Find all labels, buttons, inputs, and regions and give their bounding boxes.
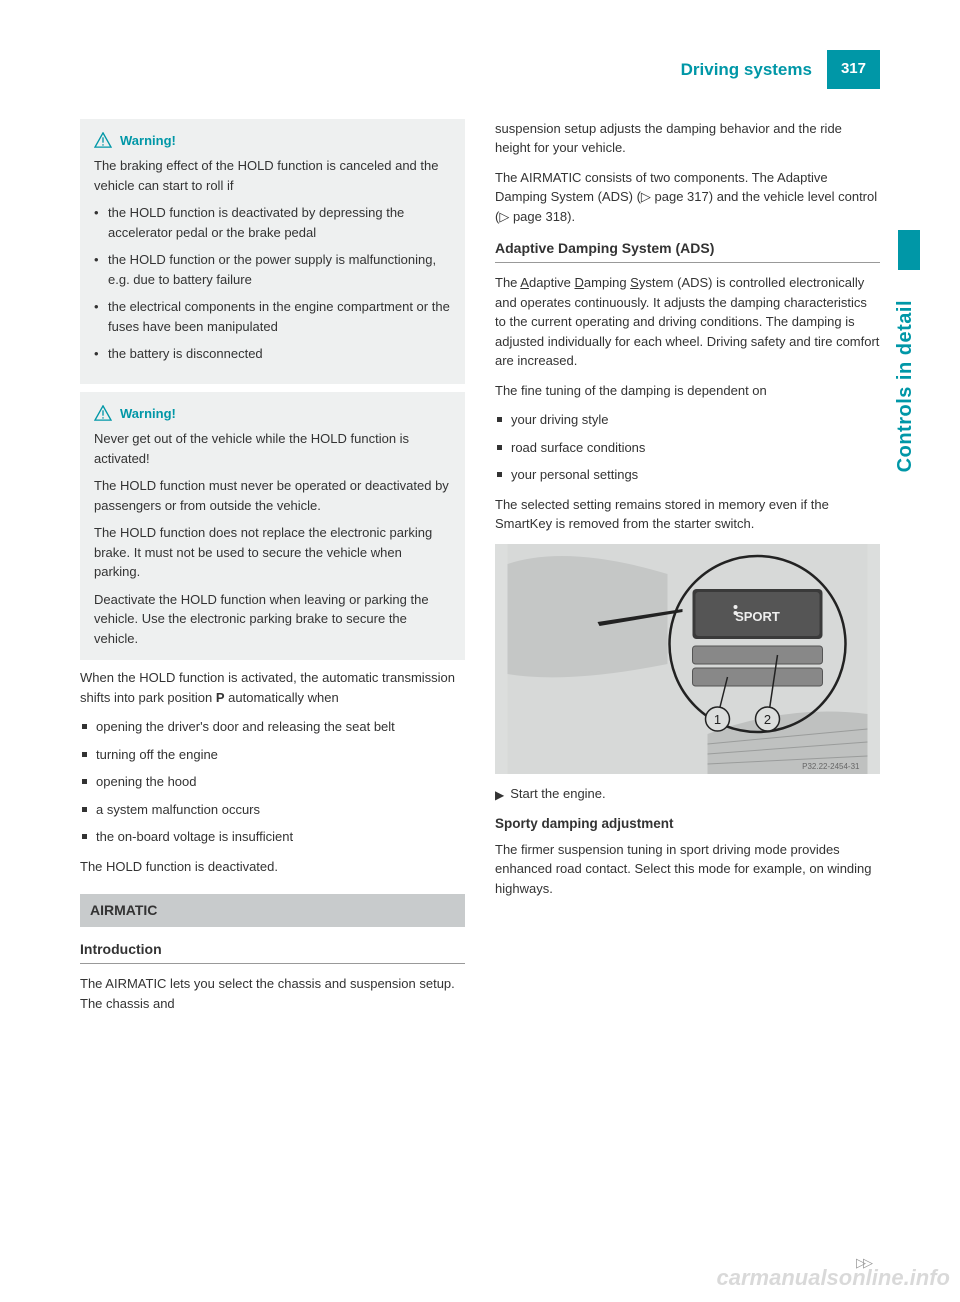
sporty-text: The firmer suspension tuning in sport dr… — [495, 840, 880, 899]
components-para: The AIRMATIC consists of two components.… — [495, 168, 880, 227]
step-start-engine: ▶ Start the engine. — [495, 784, 880, 804]
subheading-introduction: Introduction — [80, 939, 465, 964]
gear-p-bold: P — [216, 690, 225, 705]
list-item: a system malfunction occurs — [80, 800, 465, 820]
ads-list: your driving style road surface conditio… — [495, 410, 880, 485]
warning2-p3: The HOLD function does not replace the e… — [94, 523, 451, 582]
ads-para1: The Adaptive Damping System (ADS) is con… — [495, 273, 880, 371]
list-item: opening the driver's door and releasing … — [80, 717, 465, 737]
underline-d: D — [575, 275, 584, 290]
warning2-p2: The HOLD function must never be operated… — [94, 476, 451, 515]
right-column: suspension setup adjusts the damping beh… — [495, 119, 880, 1024]
hold-para: When the HOLD function is activated, the… — [80, 668, 465, 707]
warning-triangle-icon — [94, 132, 112, 148]
list-item: the HOLD function is deactivated by depr… — [94, 203, 451, 242]
warning-box-1: Warning! The braking effect of the HOLD … — [80, 119, 465, 384]
list-item: the electrical components in the engine … — [94, 297, 451, 336]
section-heading-airmatic: AIRMATIC — [80, 894, 465, 927]
warning-title: Warning! — [120, 131, 176, 151]
underline-a: A — [520, 275, 529, 290]
step-arrow-icon: ▶ — [495, 784, 504, 804]
figure-callout-1: 1 — [714, 712, 721, 727]
warning-intro: The braking effect of the HOLD function … — [94, 156, 451, 195]
warning1-list: the HOLD function is deactivated by depr… — [94, 203, 451, 364]
text: automatically when — [225, 690, 339, 705]
figure-code: P32.22-2454-31 — [802, 762, 860, 771]
figure-display-label: SPORT — [735, 609, 780, 624]
list-item: road surface conditions — [495, 438, 880, 458]
subheading-sporty: Sporty damping adjustment — [495, 814, 880, 834]
side-tab-label: Controls in detail — [890, 300, 920, 472]
intro-continued: suspension setup adjusts the damping beh… — [495, 119, 880, 158]
underline-s: S — [630, 275, 639, 290]
page-header: Driving systems 317 — [80, 50, 880, 89]
hold-deactivated: The HOLD function is deactivated. — [80, 857, 465, 877]
header-section-title: Driving systems — [681, 57, 812, 83]
text: The — [495, 275, 520, 290]
warning-title: Warning! — [120, 404, 176, 424]
list-item: your driving style — [495, 410, 880, 430]
ads-control-figure: SPORT 1 2 P32.22-2454-31 — [495, 544, 880, 774]
step-text: Start the engine. — [510, 784, 605, 804]
list-item: opening the hood — [80, 772, 465, 792]
subheading-ads: Adaptive Damping System (ADS) — [495, 238, 880, 263]
list-item: the battery is disconnected — [94, 344, 451, 364]
warning-box-2: Warning! Never get out of the vehicle wh… — [80, 392, 465, 661]
side-tab-indicator — [898, 230, 920, 270]
ads-para3: The selected setting remains stored in m… — [495, 495, 880, 534]
text: amping — [584, 275, 630, 290]
list-item: turning off the engine — [80, 745, 465, 765]
ads-para2: The fine tuning of the damping is depend… — [495, 381, 880, 401]
left-column: Warning! The braking effect of the HOLD … — [80, 119, 465, 1024]
warning2-p1: Never get out of the vehicle while the H… — [94, 429, 451, 468]
list-item: your personal settings — [495, 465, 880, 485]
intro-text: The AIRMATIC lets you select the chassis… — [80, 974, 465, 1013]
page-number-badge: 317 — [827, 50, 880, 89]
hold-list: opening the driver's door and releasing … — [80, 717, 465, 847]
list-item: the HOLD function or the power supply is… — [94, 250, 451, 289]
warning-triangle-icon — [94, 405, 112, 421]
warning2-p4: Deactivate the HOLD function when leavin… — [94, 590, 451, 649]
figure-callout-2: 2 — [764, 712, 771, 727]
watermark: carmanualsonline.info — [717, 1261, 951, 1294]
list-item: the on-board voltage is insufficient — [80, 827, 465, 847]
text: daptive — [529, 275, 575, 290]
